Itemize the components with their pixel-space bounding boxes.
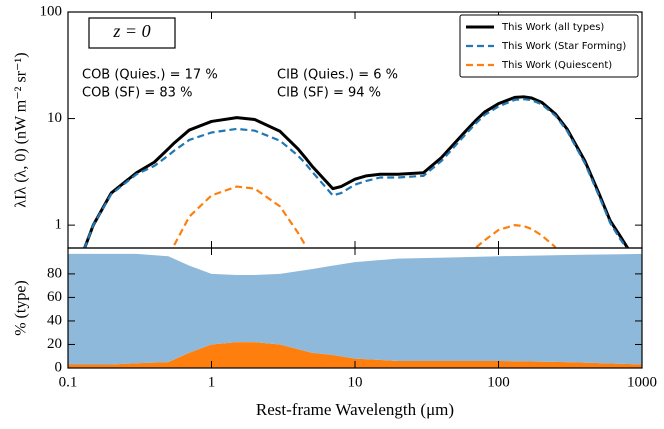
legend-label: This Work (all types) bbox=[501, 22, 604, 33]
series-line bbox=[83, 95, 630, 248]
legend-label: This Work (Quiescent) bbox=[501, 60, 612, 71]
y-tick-label: 100 bbox=[40, 3, 63, 19]
y-tick-label: 0 bbox=[55, 359, 63, 375]
y-axis-label: λIλ (λ, 0) (nW m⁻² sr⁻¹) bbox=[13, 52, 30, 207]
y-tick-label: 20 bbox=[47, 336, 62, 352]
x-tick-label: 10 bbox=[348, 374, 363, 390]
series-line bbox=[83, 98, 628, 248]
x-tick-label: 1 bbox=[208, 374, 216, 390]
y-axis-label: % (type) bbox=[13, 280, 30, 336]
x-axis-label: Rest-frame Wavelength (μm) bbox=[256, 400, 454, 419]
annotation: z = 0 bbox=[112, 21, 150, 41]
legend-box bbox=[459, 14, 639, 78]
x-tick-label: 100 bbox=[487, 374, 510, 390]
y-tick-label: 80 bbox=[47, 265, 62, 281]
series-line bbox=[173, 185, 557, 248]
annotation: CIB (SF) = 94 % bbox=[277, 86, 381, 101]
x-tick-label: 1000 bbox=[627, 374, 657, 390]
y-tick-label: 10 bbox=[47, 110, 62, 126]
y-tick-label: 1 bbox=[55, 217, 63, 233]
legend-label: This Work (Star Forming) bbox=[501, 41, 626, 52]
x-tick-label: 0.1 bbox=[59, 374, 78, 390]
annotation-box bbox=[88, 17, 176, 49]
plot-area bbox=[83, 95, 630, 248]
plot-area bbox=[68, 253, 642, 368]
annotation: CIB (Quies.) = 6 % bbox=[277, 68, 398, 83]
y-tick-label: 40 bbox=[47, 312, 62, 328]
annotation: COB (SF) = 83 % bbox=[82, 86, 192, 101]
y-tick-label: 60 bbox=[47, 289, 62, 305]
annotation: COB (Quies.) = 17 % bbox=[82, 68, 218, 83]
area bbox=[68, 253, 642, 365]
